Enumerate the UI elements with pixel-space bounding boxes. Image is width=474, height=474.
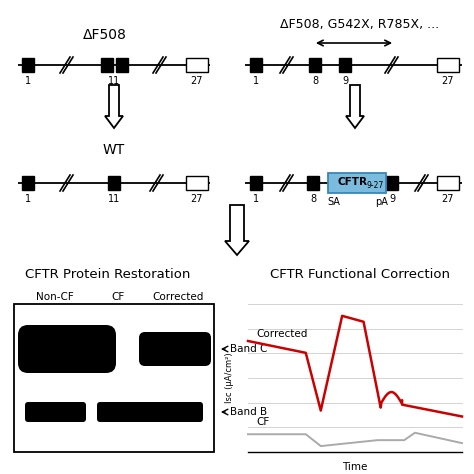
FancyBboxPatch shape [97,402,158,422]
Bar [116,58,128,72]
Text: 27: 27 [442,194,454,204]
Text: CFTR: CFTR [337,177,367,187]
FancyBboxPatch shape [328,173,386,193]
Text: Isc (μA/cm²): Isc (μA/cm²) [226,353,235,403]
Text: 27: 27 [442,76,454,86]
Text: Corrected: Corrected [152,292,204,302]
FancyBboxPatch shape [18,325,116,373]
Polygon shape [105,85,123,128]
Text: 27: 27 [191,194,203,204]
Text: 8: 8 [310,194,316,204]
Bar [22,58,34,72]
Bar [437,58,459,72]
Text: CF: CF [256,418,269,428]
Text: 1: 1 [25,194,31,204]
Bar [307,176,319,190]
Bar [250,176,262,190]
Bar [101,58,113,72]
FancyBboxPatch shape [25,402,86,422]
Text: 27: 27 [191,76,203,86]
Bar [437,176,459,190]
FancyBboxPatch shape [139,332,211,366]
Text: 9: 9 [389,194,395,204]
FancyBboxPatch shape [142,402,203,422]
Text: WT: WT [103,143,125,157]
Text: CF: CF [111,292,125,302]
Text: ΔF508, G542X, R785X, ...: ΔF508, G542X, R785X, ... [281,18,439,31]
Bar [186,58,208,72]
Text: Corrected: Corrected [256,328,307,338]
Text: pA: pA [375,197,388,207]
Bar [108,176,120,190]
Text: Band B: Band B [230,407,267,417]
Text: 1: 1 [253,194,259,204]
Text: SA: SA [328,197,340,207]
Text: 9-27: 9-27 [366,181,383,190]
Bar [14,304,214,452]
Text: 8: 8 [312,76,318,86]
Text: 11: 11 [108,76,120,86]
Bar [339,58,351,72]
Text: Non-CF: Non-CF [36,292,74,302]
Text: 1: 1 [25,76,31,86]
Text: 11: 11 [108,194,120,204]
Text: 9: 9 [342,76,348,86]
Polygon shape [346,85,364,128]
Text: ΔF508: ΔF508 [83,28,127,42]
Bar [309,58,321,72]
Text: Band C: Band C [230,344,267,354]
Bar [186,176,208,190]
Text: Time: Time [342,462,368,472]
Polygon shape [225,205,249,255]
Bar [250,58,262,72]
Text: 1: 1 [253,76,259,86]
Bar [22,176,34,190]
Text: CFTR Protein Restoration: CFTR Protein Restoration [25,268,191,281]
Bar [386,176,398,190]
Text: CFTR Functional Correction: CFTR Functional Correction [270,268,450,281]
